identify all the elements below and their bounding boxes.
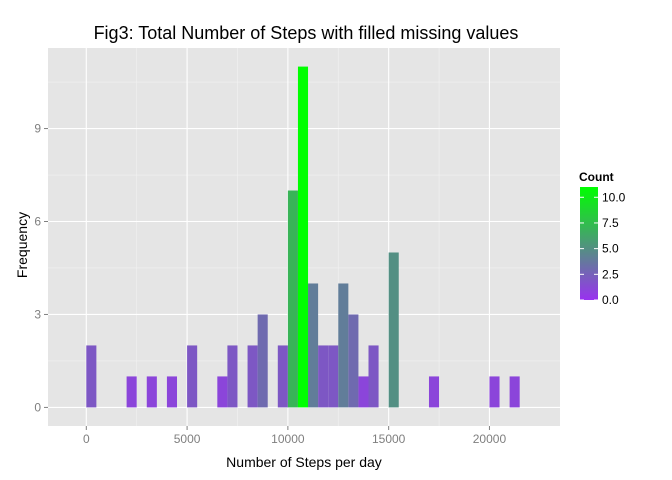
histogram-bar xyxy=(318,345,329,408)
x-tick-label: 20000 xyxy=(473,432,507,446)
legend-tick-label: 10.0 xyxy=(602,190,626,204)
x-axis-ticks: 0 5000 10000 15000 20000 xyxy=(83,426,507,446)
histogram-bar xyxy=(338,283,349,408)
legend-tick-label: 2.5 xyxy=(602,267,619,281)
histogram-bar xyxy=(368,345,379,408)
histogram-bar xyxy=(489,376,500,408)
histogram-bar xyxy=(277,345,288,408)
histogram-bar xyxy=(297,66,309,408)
x-tick-label: 5000 xyxy=(174,432,201,446)
histogram-bar xyxy=(509,376,520,408)
histogram-bar xyxy=(217,376,228,408)
histogram-bar xyxy=(146,376,157,408)
y-axis-title: Frequency xyxy=(14,212,30,278)
chart-title: Fig3: Total Number of Steps with filled … xyxy=(94,23,519,43)
histogram-bar xyxy=(247,345,258,408)
histogram-bar xyxy=(328,345,339,408)
y-tick-label: 0 xyxy=(34,400,41,414)
legend-colorbar xyxy=(580,187,598,300)
histogram-bar xyxy=(166,376,178,408)
legend-title: Count xyxy=(579,170,614,184)
x-tick-label: 15000 xyxy=(372,432,406,446)
y-tick-label: 6 xyxy=(34,215,41,229)
histogram-bar xyxy=(227,345,238,408)
histogram-bar xyxy=(187,345,198,408)
histogram-bar xyxy=(358,376,369,408)
legend: Count 10.0 7.5 5.0 2.5 0.0 xyxy=(579,170,626,307)
histogram-bar xyxy=(126,376,137,408)
histogram-bar xyxy=(388,252,399,408)
histogram-bar xyxy=(257,314,268,408)
legend-ticks: 10.0 7.5 5.0 2.5 0.0 xyxy=(580,190,626,307)
y-tick-label: 9 xyxy=(34,122,41,136)
x-tick-label: 0 xyxy=(83,432,90,446)
histogram-bar xyxy=(348,314,359,408)
legend-tick-label: 7.5 xyxy=(602,216,619,230)
legend-tick-label: 5.0 xyxy=(602,242,619,256)
histogram-bar xyxy=(86,345,97,408)
histogram-bar xyxy=(308,283,319,408)
legend-tick-label: 0.0 xyxy=(602,293,619,307)
histogram-bar xyxy=(287,190,298,408)
y-tick-label: 3 xyxy=(34,307,41,321)
x-axis-title: Number of Steps per day xyxy=(226,454,382,470)
x-tick-label: 10000 xyxy=(271,432,305,446)
histogram-bar xyxy=(428,376,440,408)
bars xyxy=(86,66,520,408)
y-axis-ticks: 0 3 6 9 xyxy=(34,122,48,414)
